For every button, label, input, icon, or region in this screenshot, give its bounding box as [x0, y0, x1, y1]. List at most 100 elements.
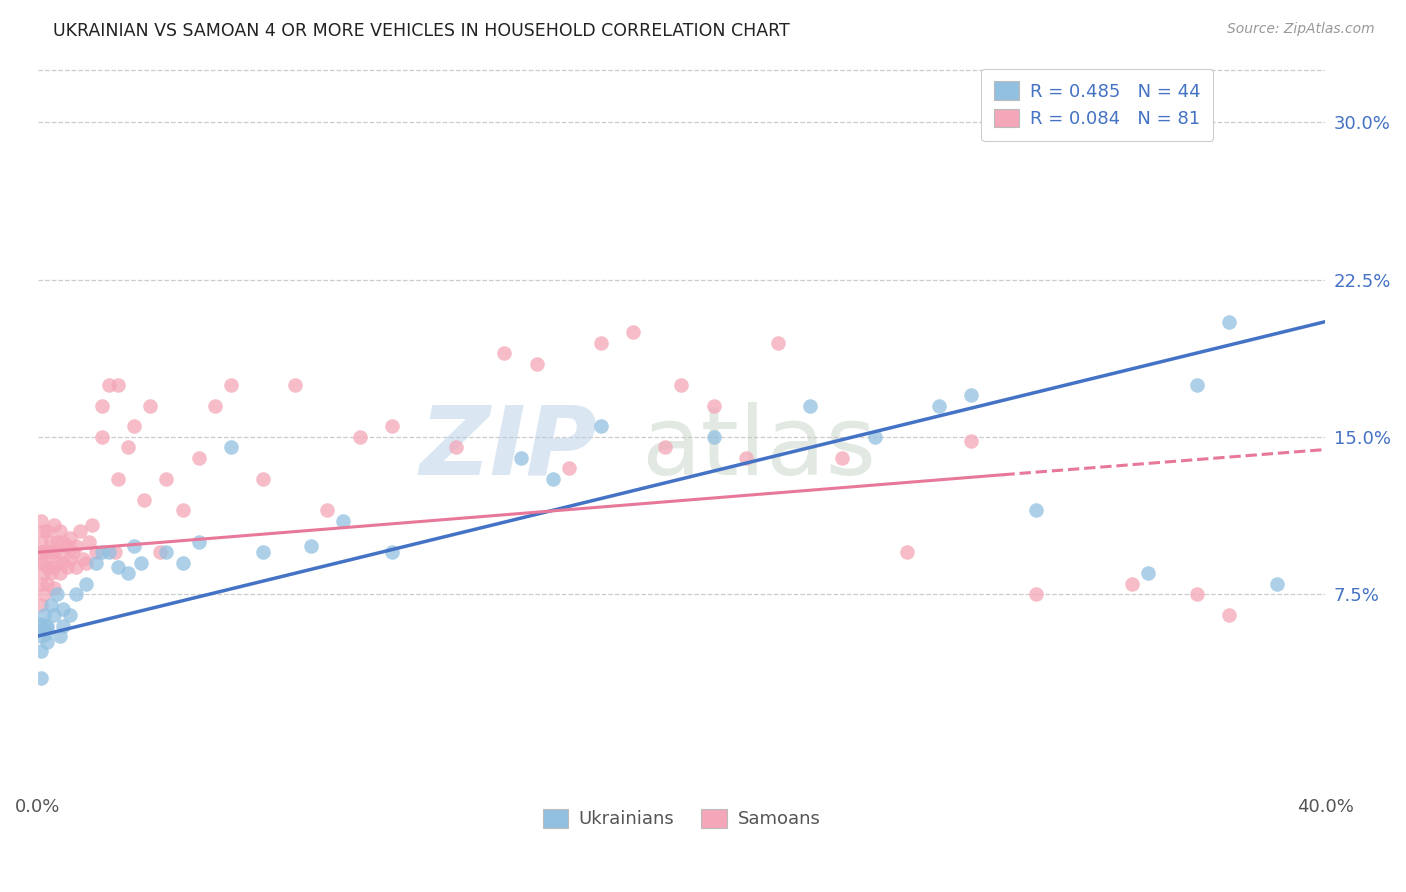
- Point: [46, 534, 69, 549]
- Point: [526, 357, 548, 371]
- Point: [91, 545, 114, 559]
- Point: [32, 556, 55, 570]
- Text: UKRAINIAN VS SAMOAN 4 OR MORE VEHICLES IN HOUSEHOLD CORRELATION CHART: UKRAINIAN VS SAMOAN 4 OR MORE VEHICLES I…: [53, 22, 790, 40]
- Point: [39, 566, 62, 581]
- Point: [122, 419, 145, 434]
- Point: [766, 335, 789, 350]
- Text: ZIP: ZIP: [420, 402, 598, 495]
- Point: [928, 399, 950, 413]
- Point: [30, 644, 52, 658]
- Point: [1218, 315, 1240, 329]
- Point: [896, 545, 918, 559]
- Point: [46, 587, 69, 601]
- Point: [32, 587, 55, 601]
- Point: [187, 450, 209, 465]
- Point: [132, 492, 155, 507]
- Point: [49, 524, 72, 539]
- Point: [42, 545, 65, 559]
- Point: [381, 419, 404, 434]
- Point: [55, 539, 77, 553]
- Point: [1025, 503, 1047, 517]
- Point: [107, 560, 129, 574]
- Point: [1121, 576, 1143, 591]
- Point: [734, 450, 756, 465]
- Point: [349, 430, 371, 444]
- Point: [1218, 608, 1240, 623]
- Point: [204, 399, 226, 413]
- Legend: Ukrainians, Samoans: Ukrainians, Samoans: [536, 802, 828, 836]
- Point: [91, 399, 114, 413]
- Point: [30, 623, 52, 637]
- Point: [32, 608, 55, 623]
- Point: [509, 450, 531, 465]
- Point: [558, 461, 581, 475]
- Point: [104, 545, 127, 559]
- Point: [1185, 377, 1208, 392]
- Point: [332, 514, 354, 528]
- Point: [39, 534, 62, 549]
- Point: [172, 556, 194, 570]
- Point: [69, 524, 91, 539]
- Point: [589, 335, 612, 350]
- Point: [1265, 576, 1288, 591]
- Point: [960, 388, 983, 402]
- Point: [55, 560, 77, 574]
- Point: [52, 602, 75, 616]
- Point: [155, 545, 177, 559]
- Point: [46, 556, 69, 570]
- Point: [703, 399, 725, 413]
- Point: [42, 560, 65, 574]
- Point: [30, 598, 52, 612]
- Point: [82, 518, 104, 533]
- Point: [219, 377, 242, 392]
- Point: [52, 556, 75, 570]
- Point: [37, 618, 59, 632]
- Point: [381, 545, 404, 559]
- Point: [39, 598, 62, 612]
- Point: [799, 399, 821, 413]
- Point: [30, 618, 52, 632]
- Point: [30, 545, 52, 559]
- Point: [654, 441, 676, 455]
- Point: [49, 629, 72, 643]
- Point: [107, 472, 129, 486]
- Point: [299, 539, 322, 553]
- Point: [77, 534, 100, 549]
- Point: [316, 503, 339, 517]
- Point: [37, 635, 59, 649]
- Point: [52, 534, 75, 549]
- Point: [32, 545, 55, 559]
- Point: [831, 450, 853, 465]
- Point: [129, 556, 152, 570]
- Point: [494, 346, 516, 360]
- Point: [37, 545, 59, 559]
- Point: [59, 551, 82, 566]
- Point: [49, 545, 72, 559]
- Point: [1137, 566, 1160, 581]
- Point: [139, 399, 162, 413]
- Point: [155, 472, 177, 486]
- Point: [84, 545, 107, 559]
- Point: [97, 377, 120, 392]
- Point: [30, 514, 52, 528]
- Point: [72, 551, 94, 566]
- Point: [1025, 587, 1047, 601]
- Point: [39, 545, 62, 559]
- Point: [42, 581, 65, 595]
- Point: [252, 472, 274, 486]
- Point: [252, 545, 274, 559]
- Point: [75, 576, 97, 591]
- Point: [219, 441, 242, 455]
- Point: [42, 608, 65, 623]
- Point: [65, 539, 87, 553]
- Point: [37, 560, 59, 574]
- Point: [75, 556, 97, 570]
- Point: [32, 524, 55, 539]
- Point: [52, 618, 75, 632]
- Point: [59, 531, 82, 545]
- Point: [107, 377, 129, 392]
- Point: [703, 430, 725, 444]
- Point: [65, 560, 87, 574]
- Point: [117, 566, 139, 581]
- Point: [32, 566, 55, 581]
